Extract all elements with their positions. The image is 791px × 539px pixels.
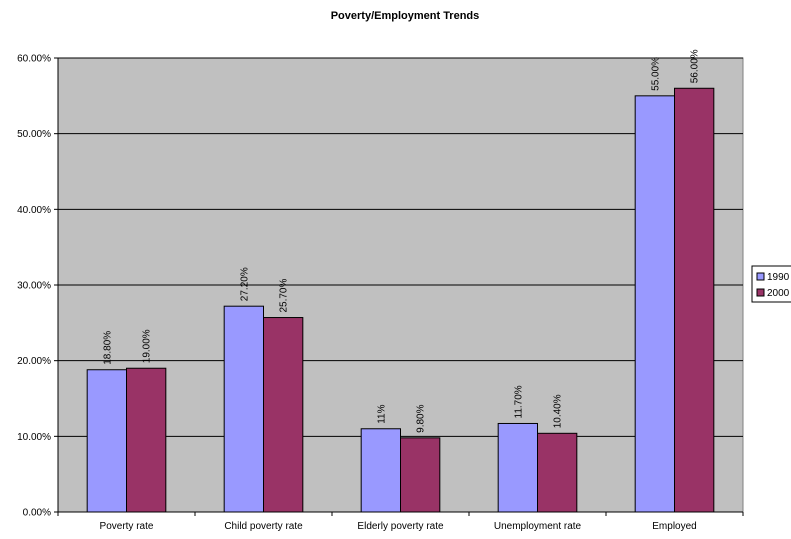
- bar-1990: [497, 422, 538, 513]
- data-label: 55.00%: [650, 57, 661, 91]
- legend-swatch: [756, 288, 765, 297]
- legend-label: 1990: [767, 272, 790, 283]
- x-tick-label: Poverty rate: [100, 521, 154, 532]
- y-tick-label: 30.00%: [17, 281, 51, 292]
- x-tick-label: Elderly poverty rate: [357, 521, 444, 532]
- data-label: 10.40%: [553, 394, 564, 428]
- gridlines: [58, 57, 743, 437]
- legend-label: 2000: [767, 288, 790, 299]
- legend-swatch: [756, 272, 765, 281]
- y-tick-label: 10.00%: [17, 432, 51, 443]
- x-axis-tick-labels: Poverty rate Child poverty rate Elderly po…: [100, 521, 697, 532]
- data-label: 27.20%: [239, 267, 250, 301]
- x-tick-label: Child poverty rate: [224, 521, 303, 532]
- chart-title: Poverty/Employment Trends: [331, 10, 480, 22]
- bars: [86, 87, 715, 513]
- bar-2000: [537, 432, 578, 513]
- data-label: 25.70%: [279, 279, 290, 313]
- x-tick-label: Unemployment rate: [494, 521, 582, 532]
- y-tick-label: 20.00%: [17, 356, 51, 367]
- data-label: 11.70%: [513, 385, 524, 418]
- bar-2000: [400, 437, 441, 513]
- bar-1990: [360, 428, 401, 513]
- bar-2000: [126, 367, 167, 513]
- data-label: 56.00%: [690, 49, 701, 83]
- bar-2000: [263, 317, 304, 513]
- y-axis-tick-labels: 0.00% 10.00% 20.00% 30.00% 40.00% 50.00% 60.00…: [17, 54, 51, 519]
- bar-1990: [223, 305, 264, 513]
- bar-1990: [86, 369, 127, 513]
- y-tick-label: 0.00%: [23, 508, 51, 519]
- bar-2000: [674, 87, 715, 513]
- y-tick-label: 50.00%: [17, 129, 51, 140]
- legend: 1990 2000: [751, 265, 791, 303]
- x-tick-label: Employed: [652, 521, 696, 532]
- y-tick-label: 60.00%: [17, 54, 51, 65]
- data-label: 19.00%: [142, 329, 153, 363]
- data-label: 11%: [376, 404, 387, 423]
- y-tick-label: 40.00%: [17, 205, 51, 216]
- data-label: 18.80%: [102, 331, 113, 365]
- axes: [54, 57, 744, 516]
- data-label: 9.80%: [416, 404, 427, 432]
- bar-1990: [634, 95, 676, 513]
- data-labels: 18.80% 19.00% 27.20% 25.70% 11% 9.80% 11.70% 10…: [102, 49, 700, 433]
